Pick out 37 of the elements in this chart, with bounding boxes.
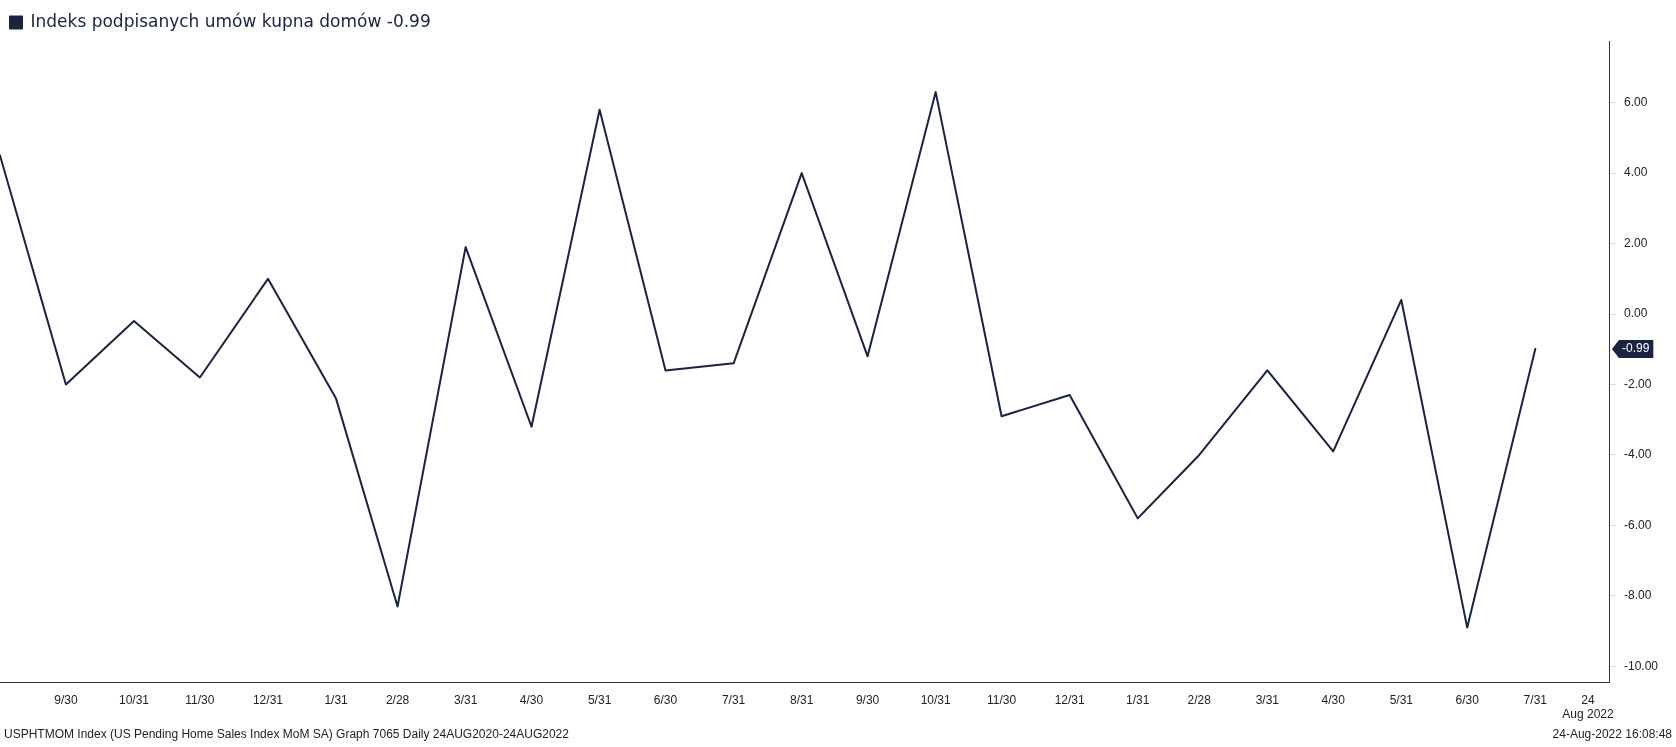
x-tick-label: 2/28 <box>385 692 410 707</box>
x-tick-label: 9/30 <box>54 692 78 707</box>
y-tick-label: 0.00 <box>1623 306 1648 321</box>
x-tick-label: 11/30 <box>185 692 215 707</box>
y-tick-label: -4.00 <box>1623 447 1652 462</box>
x-tick-label: 5/31 <box>587 692 612 707</box>
x-tick-label: 4/30 <box>1321 692 1346 707</box>
text: 24-Aug-2022 16:08:48 <box>1552 727 1672 741</box>
x-tick-label: 6/30 <box>653 692 678 707</box>
x-tick-label: 9/30 <box>855 692 880 707</box>
x-tick-label: 11/30 <box>987 692 1017 707</box>
text: USPHTMOM Index (US Pending Home Sales Index MoM SA) Graph 7065 Daily 24AUG2020-24AUG2022 <box>4 727 569 741</box>
x-tick-label: 2/28 <box>1187 692 1212 707</box>
x-tick-label: 5/31 <box>1389 692 1414 707</box>
x-tick-label: 6/30 <box>1455 692 1480 707</box>
x-tick-label: 12/31 <box>252 692 284 707</box>
y-tick-label: -6.00 <box>1623 517 1652 532</box>
text: -0.99 <box>1621 341 1650 356</box>
x-tick-label: 10/31 <box>920 692 952 707</box>
y-tick-label: 4.00 <box>1623 165 1648 180</box>
y-tick-label: -2.00 <box>1623 376 1652 391</box>
y-tick-label: -10.00 <box>1623 658 1659 673</box>
y-tick-label: -8.00 <box>1623 588 1652 603</box>
x-tick-label: 8/31 <box>790 692 814 707</box>
x-tick-label: 1/31 <box>324 692 349 707</box>
x-tick-label: 3/31 <box>453 692 478 707</box>
x-tick-label: 7/31 <box>1523 692 1548 707</box>
x-tick-label: 4/30 <box>519 692 544 707</box>
y-tick-label: 6.00 <box>1623 94 1648 109</box>
x-tick-label: 3/31 <box>1255 692 1280 707</box>
x-tick-label: 10/31 <box>118 692 150 707</box>
x-tick-label: 24 Aug 2022 <box>1562 692 1615 722</box>
x-tick-label: 1/31 <box>1126 692 1150 707</box>
y-tick-label: 2.00 <box>1623 235 1648 250</box>
x-tick-label: 7/31 <box>721 692 746 707</box>
x-tick-label: 12/31 <box>1054 692 1085 707</box>
legend-label: Indeks podpisanych umów kupna domów -0.99 <box>30 10 431 31</box>
